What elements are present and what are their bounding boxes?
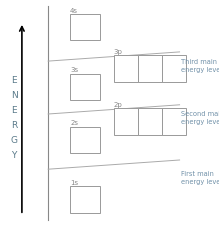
Text: 2p: 2p	[114, 101, 123, 107]
Text: N: N	[11, 90, 18, 100]
Text: E: E	[11, 105, 17, 114]
Bar	[138, 109, 162, 135]
Bar	[162, 56, 186, 82]
Bar	[114, 109, 138, 135]
Text: Third main
energy level: Third main energy level	[181, 58, 219, 72]
Text: G: G	[11, 135, 18, 144]
Text: Y: Y	[12, 150, 17, 159]
Bar	[70, 15, 100, 41]
Text: 3p: 3p	[114, 49, 123, 55]
Bar	[162, 109, 186, 135]
Bar	[70, 127, 100, 153]
Text: First main
energy level: First main energy level	[181, 171, 219, 184]
Bar	[70, 187, 100, 213]
Text: Second main
energy level: Second main energy level	[181, 111, 219, 125]
Text: E: E	[11, 76, 17, 85]
Text: 2s: 2s	[70, 120, 78, 126]
Bar	[138, 56, 162, 82]
Bar	[114, 56, 138, 82]
Text: R: R	[11, 120, 17, 129]
Text: 4s: 4s	[70, 8, 78, 14]
Text: 3s: 3s	[70, 67, 78, 73]
Text: 1s: 1s	[70, 179, 78, 185]
Bar	[70, 74, 100, 101]
